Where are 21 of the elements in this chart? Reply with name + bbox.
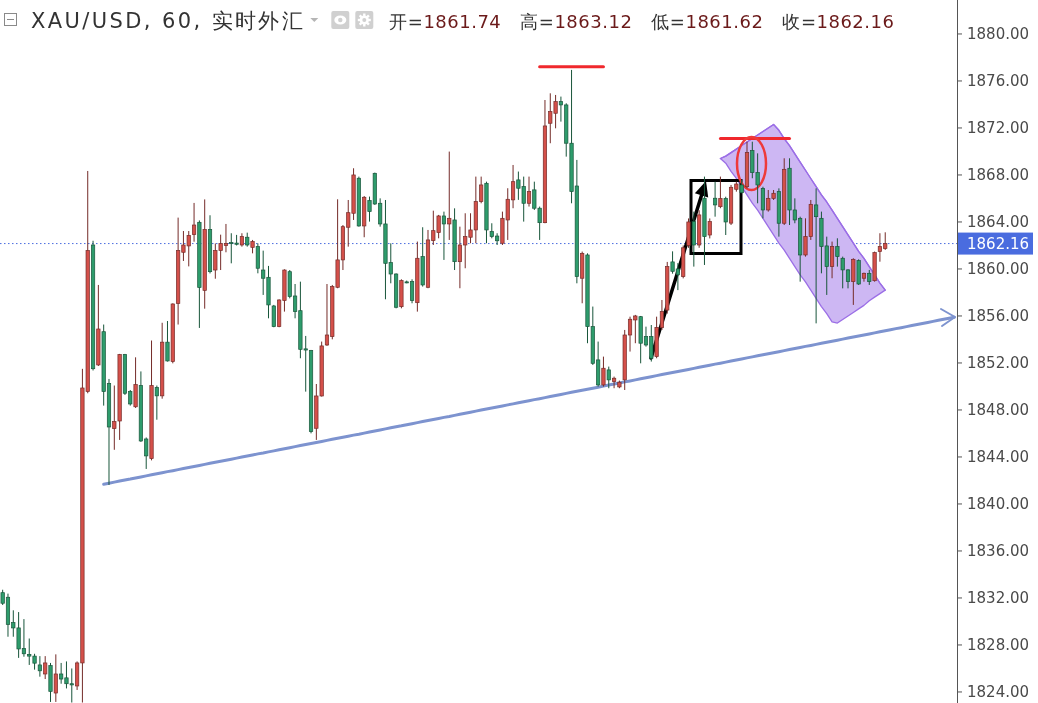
y-tick-label: 1848.00 — [967, 401, 1030, 420]
y-tick-label: 1832.00 — [967, 589, 1030, 608]
y-tick-label: 1872.00 — [967, 119, 1030, 138]
y-tick-label: 1844.00 — [967, 448, 1030, 467]
y-tick-label: 1852.00 — [967, 354, 1030, 373]
y-tick-label: 1876.00 — [967, 72, 1030, 91]
y-tick-label: 1864.00 — [967, 213, 1030, 232]
annotation: 开=1861.74 — [389, 11, 502, 32]
y-tick-label: 1836.00 — [967, 542, 1030, 561]
y-tick-label: 1856.00 — [967, 307, 1030, 326]
annotation: 低=1861.62 — [651, 11, 764, 32]
title: XAU/USD, 60, 实时外汇 — [31, 9, 306, 33]
y-tick-label: 1868.00 — [967, 166, 1030, 185]
y-tick-label: 1880.00 — [967, 25, 1030, 44]
y-tick-label: 1828.00 — [967, 636, 1030, 655]
ref-line-label: 1862.16 — [967, 234, 1030, 253]
annotation: 收=1862.16 — [782, 11, 895, 32]
y-tick-label: 1824.00 — [967, 683, 1030, 702]
y-tick-label: 1860.00 — [967, 260, 1030, 279]
y-tick-label: 1840.00 — [967, 495, 1030, 514]
annotation: 高=1863.12 — [520, 11, 633, 32]
